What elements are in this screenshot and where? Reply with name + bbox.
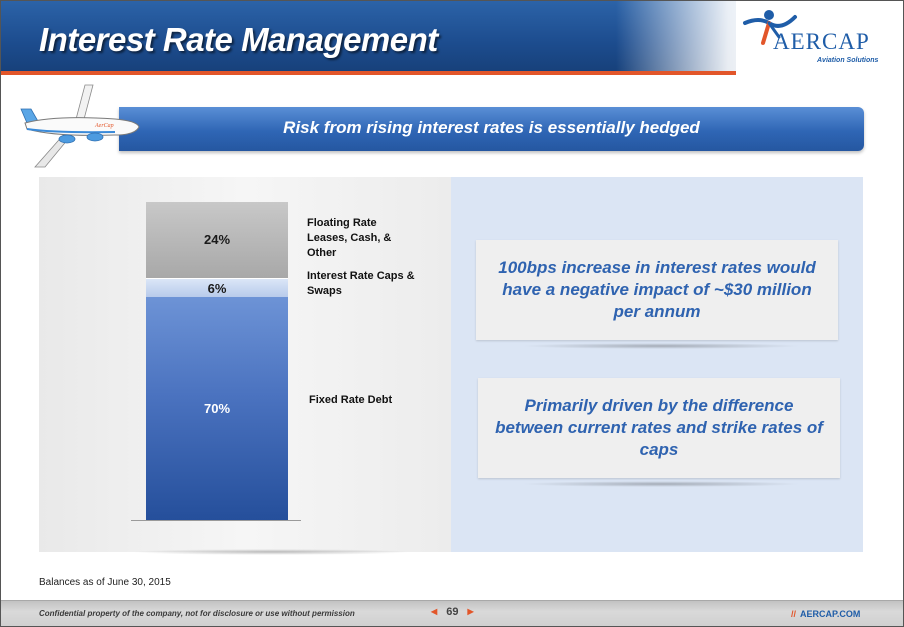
callout-rate-impact: 100bps increase in interest rates would …: [476, 240, 838, 340]
site-prefix: //: [791, 609, 797, 619]
site-url: AERCAP.COM: [800, 609, 861, 619]
headline-text: Risk from rising interest rates is essen…: [283, 118, 700, 137]
headline-banner: Risk from rising interest rates is essen…: [119, 107, 864, 151]
data-label-fixed: 70%: [203, 401, 231, 416]
legend-fixed: Fixed Rate Debt: [309, 394, 393, 406]
footnote: Balances as of June 30, 2015: [39, 577, 171, 588]
logo-tagline: Aviation Solutions: [817, 57, 879, 64]
footer: Confidential property of the company, no…: [1, 600, 903, 626]
logo-figure-icon: [743, 10, 797, 45]
site-link[interactable]: //AERCAP.COM: [791, 609, 860, 619]
panel-shadow: [131, 549, 411, 555]
callout-shadow: [521, 343, 801, 349]
header-accent-line: [1, 71, 736, 75]
page-number: 69: [446, 606, 459, 618]
airplane-icon: AerCap: [20, 84, 140, 168]
confidential-notice: Confidential property of the company, no…: [39, 609, 355, 618]
callout-driver: Primarily driven by the difference betwe…: [478, 378, 840, 478]
header-band: [1, 1, 736, 75]
callout-panel: [451, 177, 863, 552]
page-navigation: ◀ 69 ▶: [431, 606, 474, 618]
svg-text:AerCap: AerCap: [94, 123, 114, 129]
callout-driver-text: Primarily driven by the difference betwe…: [495, 396, 823, 459]
bar-segment-caps-swaps: 6%: [146, 278, 288, 298]
bar-segment-floating: 24%: [146, 202, 288, 278]
data-label-floating: 24%: [203, 232, 231, 247]
left-triangle-icon[interactable]: ◀: [431, 607, 438, 616]
callout-shadow: [521, 481, 801, 487]
bar-segment-fixed: 70%: [146, 297, 288, 520]
page-title: Interest Rate Management: [39, 21, 438, 58]
right-triangle-icon[interactable]: ▶: [467, 607, 474, 616]
aercap-logo: AERCAP Aviation Solutions: [739, 7, 889, 69]
header: Interest Rate Management AERCAP Aviation…: [1, 1, 903, 75]
logo-wordmark: AERCAP: [773, 29, 870, 54]
legend-caps-swaps: Interest Rate Caps & Swaps: [307, 270, 415, 297]
callout-rate-impact-text: 100bps increase in interest rates would …: [498, 258, 816, 321]
data-label-caps-swaps: 6%: [207, 281, 227, 296]
chart-baseline: [131, 520, 301, 521]
legend-floating: Floating Rate Leases, Cash, & Other: [307, 217, 392, 259]
